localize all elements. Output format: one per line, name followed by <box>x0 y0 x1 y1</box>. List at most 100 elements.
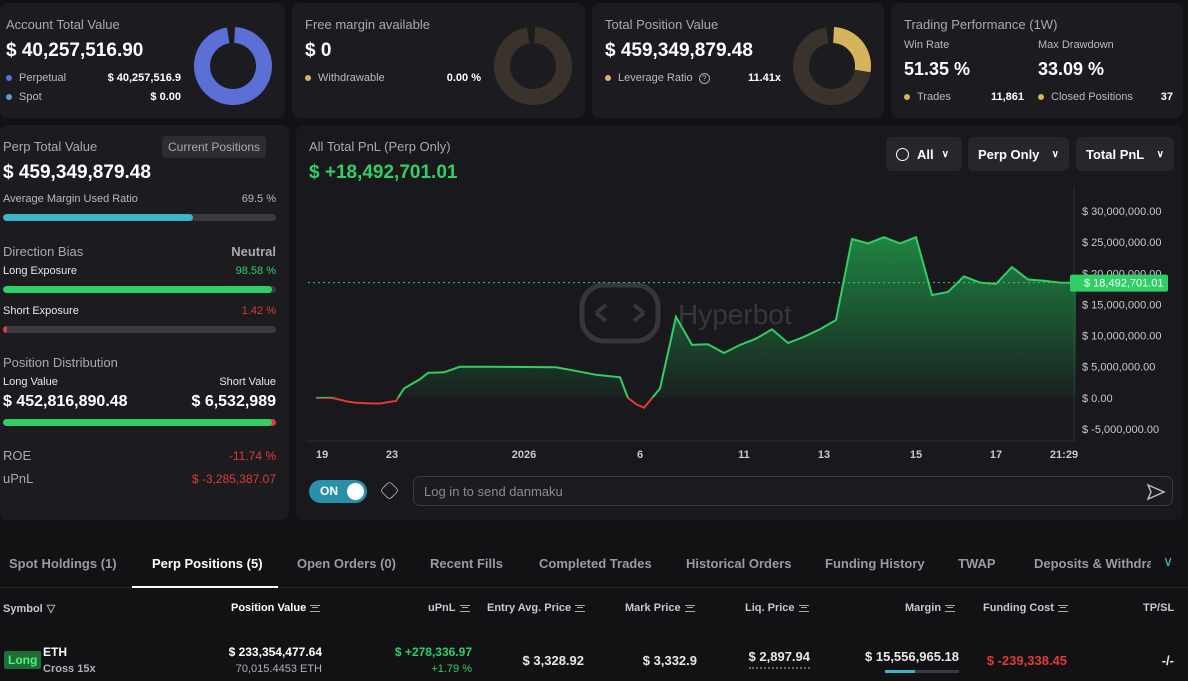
scope-filter-label: Perp Only <box>978 146 1040 162</box>
tab-recent-fills[interactable]: Recent Fills <box>430 556 503 571</box>
max-drawdown-value: 33.09 % <box>1038 59 1105 79</box>
perpetual-label: Perpetual <box>19 72 67 84</box>
roe-label: ROE <box>3 448 32 463</box>
tab-deposits-withdraw[interactable]: Deposits & Withdraw <box>1034 556 1151 571</box>
header-funding-cost[interactable]: Funding Cost <box>983 602 1068 614</box>
pnl-value: $ +18,492,701.01 <box>309 162 458 183</box>
scope-filter-dropdown[interactable]: Perp Only ∨ <box>968 137 1069 171</box>
time-filter-dropdown[interactable]: All ∨ <box>886 137 962 171</box>
position-distribution-label: Position Distribution <box>3 355 118 370</box>
perpetual-row: Perpetual $ 40,257,516.9 <box>6 72 181 84</box>
sort-icon[interactable] <box>310 604 321 612</box>
short-exposure-bar <box>3 326 276 333</box>
free-margin-label: Free margin available <box>305 17 431 32</box>
danmaku-toggle-label: ON <box>320 484 338 498</box>
performance-label: Trading Performance (1W) <box>904 17 1058 32</box>
tab-historical-orders[interactable]: Historical Orders <box>686 556 792 571</box>
sort-icon[interactable] <box>1057 604 1068 612</box>
upnl-percent: +1.79 % <box>431 663 472 675</box>
trades-row: Trades 11,861 <box>904 91 1024 103</box>
spot-value: $ 0.00 <box>150 91 181 103</box>
current-positions-button[interactable]: Current Positions <box>162 136 267 158</box>
closed-dot <box>1038 94 1044 101</box>
send-icon[interactable] <box>1146 482 1166 502</box>
total-position-card: Total Position Value $ 459,349,879.48 Le… <box>592 3 884 118</box>
tab-spot-holdings[interactable]: Spot Holdings (1) <box>9 556 117 571</box>
pnl-chart[interactable]: Hyperbot $ 30,000,000.00 $ 25,000,000.00 $… <box>296 185 1183 465</box>
withdrawable-label: Withdrawable <box>318 72 385 84</box>
table-row[interactable]: Long ETH Cross 15x $ 233,354,477.64 70,0… <box>0 630 1188 681</box>
short-exposure-label: Short Exposure <box>3 305 79 317</box>
direction-bias-row: Direction Bias Neutral <box>3 244 276 259</box>
margin-ratio-bar <box>3 214 276 221</box>
perpetual-value: $ 40,257,516.9 <box>107 72 181 84</box>
sort-icon[interactable] <box>575 604 586 612</box>
free-margin-value: $ 0 <box>305 40 332 61</box>
direction-bias-label: Direction Bias <box>3 244 84 259</box>
withdrawable-value: 0.00 % <box>446 72 481 84</box>
long-exposure-bar <box>3 286 276 293</box>
tab-twap[interactable]: TWAP <box>958 556 996 571</box>
margin-ratio-label: Average Margin Used Ratio <box>3 193 138 205</box>
roe-value: -11.74 % <box>228 448 276 463</box>
short-exposure-value: 1.42 % <box>241 305 276 317</box>
withdrawable-dot <box>305 75 311 82</box>
account-donut <box>194 26 272 105</box>
header-entry-price[interactable]: Entry Avg. Price <box>487 602 586 614</box>
sort-icon[interactable] <box>459 604 470 612</box>
header-position-value[interactable]: Position Value <box>231 602 321 614</box>
leverage-dot <box>605 75 611 82</box>
entry-price: $ 3,328.92 <box>522 653 584 668</box>
table-header <box>0 589 1188 627</box>
help-icon[interactable]: ? <box>698 73 710 84</box>
header-upnl[interactable]: uPnL <box>428 602 470 614</box>
account-total-value: $ 40,257,516.90 <box>6 40 144 61</box>
trades-dot <box>904 94 910 101</box>
closed-positions-row: Closed Positions 37 <box>1038 91 1173 103</box>
spot-label: Spot <box>19 91 42 103</box>
upnl-value: $ -3,285,387.07 <box>191 471 276 486</box>
x-tick-label: 13 <box>818 449 830 461</box>
header-liq-price[interactable]: Liq. Price <box>745 602 809 614</box>
metric-filter-dropdown[interactable]: Total PnL ∨ <box>1076 137 1174 171</box>
long-value: $ 452,816,890.48 <box>3 393 128 410</box>
danmaku-input[interactable]: Log in to send danmaku <box>413 476 1173 506</box>
margin: $ 15,556,965.18 <box>865 649 959 664</box>
danmaku-placeholder: Log in to send danmaku <box>424 484 563 499</box>
perp-panel: Perp Total Value Current Positions $ 459… <box>0 125 289 520</box>
active-tab-underline <box>132 586 278 588</box>
sort-icon[interactable] <box>798 604 809 612</box>
y-tick-label: $ 30,000,000.00 <box>1082 206 1162 218</box>
position-donut <box>793 26 871 105</box>
margin-donut <box>494 26 572 105</box>
pnl-line-positive <box>316 235 1077 398</box>
position-size: 70,015.4453 ETH <box>235 663 322 675</box>
current-value-text: $ 18,492,701.01 <box>1084 278 1164 290</box>
time-filter-label: All <box>917 146 934 162</box>
sort-icon[interactable] <box>684 604 695 612</box>
tab-funding-history[interactable]: Funding History <box>825 556 925 571</box>
margin-mode: Cross 15x <box>43 663 96 675</box>
symbol[interactable]: ETH <box>43 645 67 659</box>
tab-perp-positions[interactable]: Perp Positions (5) <box>152 556 263 571</box>
long-exposure-row: Long Exposure 98.58 % <box>3 265 276 277</box>
tab-open-orders[interactable]: Open Orders (0) <box>297 556 396 571</box>
funding-cost: $ -239,338.45 <box>986 653 1067 668</box>
danmaku-toggle[interactable]: ON <box>309 480 367 503</box>
y-tick-label: $ -5,000,000.00 <box>1082 424 1159 436</box>
long-exposure-value: 98.58 % <box>235 265 276 277</box>
tab-completed-trades[interactable]: Completed Trades <box>539 556 652 571</box>
short-value: $ 6,532,989 <box>191 393 276 410</box>
tpsl: -/- <box>1161 653 1174 668</box>
upnl: $ +278,336.97 <box>394 645 472 659</box>
direction-bias-value: Neutral <box>231 244 276 259</box>
x-tick-label: 6 <box>637 449 643 461</box>
header-mark-price[interactable]: Mark Price <box>625 602 695 614</box>
filter-icon[interactable]: ▽ <box>46 603 56 615</box>
pnl-area-fill <box>398 237 1076 398</box>
tabs-expand-chevron-icon[interactable]: ∨ <box>1163 553 1174 569</box>
sort-icon[interactable] <box>945 604 956 612</box>
header-margin[interactable]: Margin <box>905 602 956 614</box>
side-badge: Long <box>4 651 42 669</box>
header-symbol[interactable]: Symbol ▽ <box>3 602 56 616</box>
